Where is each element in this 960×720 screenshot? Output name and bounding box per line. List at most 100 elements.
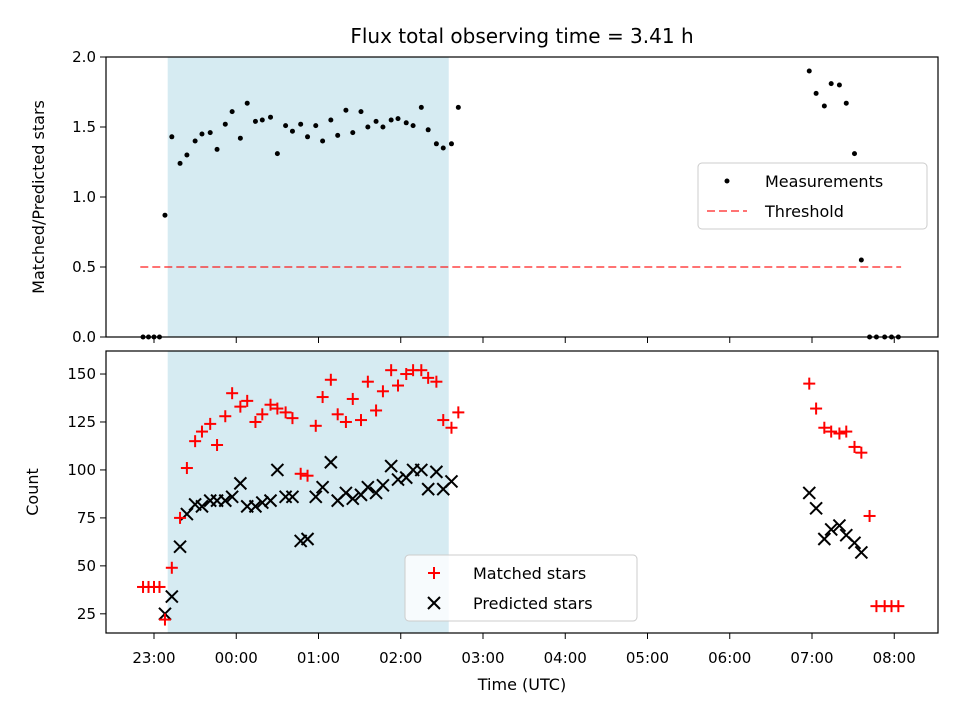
predicted-stars-points [158, 455, 869, 621]
predicted-star-stroke [309, 490, 323, 504]
matched-star-point [346, 392, 359, 405]
measurement-point [365, 124, 371, 130]
predicted-star-stroke [300, 532, 315, 546]
predicted-star-point [832, 518, 847, 533]
measurement-point [268, 114, 274, 120]
matched-star-point [204, 417, 217, 430]
matched-star-point [234, 400, 247, 413]
matched-star-point [354, 414, 367, 427]
predicted-star-point [847, 536, 862, 550]
bottom-x-tick-label: 06:00 [708, 649, 751, 667]
measurement-point [433, 141, 439, 147]
matched-star-point [219, 410, 232, 423]
predicted-star-stroke [384, 459, 398, 473]
measurement-point [274, 151, 280, 157]
predicted-star-point [165, 589, 179, 604]
bottom-y-tick-label: 125 [67, 413, 96, 431]
bottom-x-ticks: 23:00 00:00 01:00 02:00 03:00 04:00 05:00 06:00… [132, 633, 916, 667]
predicted-star-point [218, 493, 232, 508]
matched-star-point [249, 415, 262, 428]
matched-stars-points [137, 364, 905, 626]
matched-star-point [339, 415, 352, 428]
matched-star-point [370, 404, 383, 417]
measurement-point [320, 138, 326, 144]
matched-star-point [256, 408, 269, 421]
matched-star-point [415, 364, 428, 377]
measurement-point [244, 100, 250, 106]
matched-star-point [264, 398, 277, 411]
predicted-star-point [173, 539, 187, 554]
matched-star-point [863, 509, 876, 522]
matched-star-point [452, 406, 465, 419]
x-axis-label: Time (UTC) [477, 675, 566, 694]
measurement-point [335, 132, 341, 138]
matched-star-point [180, 462, 193, 475]
predicted-star-point [263, 493, 278, 508]
predicted-star-stroke [324, 455, 338, 469]
predicted-star-stroke [817, 532, 832, 546]
predicted-star-stroke [832, 518, 847, 533]
matched-star-point [331, 408, 344, 421]
measurement-point [343, 107, 349, 113]
measurement-point [328, 117, 334, 123]
matched-star-point [165, 561, 178, 574]
measurement-point [177, 160, 183, 166]
top-y-tick-label: 1.0 [72, 188, 96, 206]
bottom-x-tick-label: 00:00 [215, 649, 258, 667]
legend-measurements-label: Measurements [765, 172, 883, 191]
top-x-ticks [153, 337, 895, 343]
predicted-star-point [414, 463, 429, 477]
matched-star-point [316, 391, 329, 404]
bottom-x-tick-label: 03:00 [461, 649, 504, 667]
matched-star-point [422, 371, 435, 384]
predicted-star-stroke [361, 480, 375, 494]
measurement-point [184, 152, 190, 158]
top-y-ticks: 0.0 0.5 1.0 1.5 2.0 [72, 48, 106, 346]
predicted-star-stroke [376, 478, 390, 492]
predicted-star-point [300, 532, 315, 546]
matched-star-point [803, 377, 816, 390]
matched-star-point [211, 439, 224, 451]
predicted-star-stroke [188, 497, 202, 512]
predicted-star-stroke [824, 522, 838, 537]
matched-star-point [271, 402, 284, 415]
matched-star-point [848, 440, 861, 453]
predicted-star-point [315, 480, 330, 494]
matched-star-point [241, 394, 254, 407]
matched-star-point [174, 511, 187, 524]
predicted-star-point [233, 476, 248, 491]
bottom-x-tick-label: 23:00 [132, 649, 175, 667]
measurement-point [455, 104, 461, 110]
predicted-star-stroke [165, 589, 179, 604]
legend-matched-marker [428, 567, 440, 579]
matched-star-point [818, 421, 831, 434]
measurement-point [388, 117, 394, 123]
top-shaded-region [167, 57, 449, 337]
predicted-star-point [324, 455, 338, 469]
predicted-star-point [309, 490, 323, 504]
legend-measurements-marker [724, 178, 730, 184]
predicted-star-point [391, 472, 405, 487]
measurement-point [843, 100, 849, 106]
measurement-point [448, 141, 454, 147]
chart-title: Flux total observing time = 3.41 h [350, 24, 693, 48]
matched-star-point [376, 385, 389, 398]
matched-star-point [195, 425, 208, 438]
measurement-point [313, 123, 319, 129]
measurement-point [813, 90, 819, 96]
measurement-point [380, 124, 386, 130]
predicted-star-stroke [802, 486, 816, 500]
predicted-star-stroke [270, 463, 285, 477]
predicted-star-point [285, 490, 300, 504]
bottom-x-tick-label: 07:00 [790, 649, 833, 667]
predicted-star-point [361, 480, 375, 494]
top-y-axis-label: Matched/Predicted stars [29, 100, 48, 294]
bottom-y-tick-label: 50 [77, 557, 96, 575]
matched-star-point [226, 387, 239, 400]
predicted-star-point [421, 482, 435, 496]
matched-star-point [445, 421, 458, 434]
top-panel: 0.0 0.5 1.0 1.5 2.0 Flux total observing tim… [29, 24, 939, 346]
matched-star-point [153, 580, 166, 593]
predicted-star-point [346, 492, 360, 506]
predicted-star-stroke [263, 493, 278, 508]
